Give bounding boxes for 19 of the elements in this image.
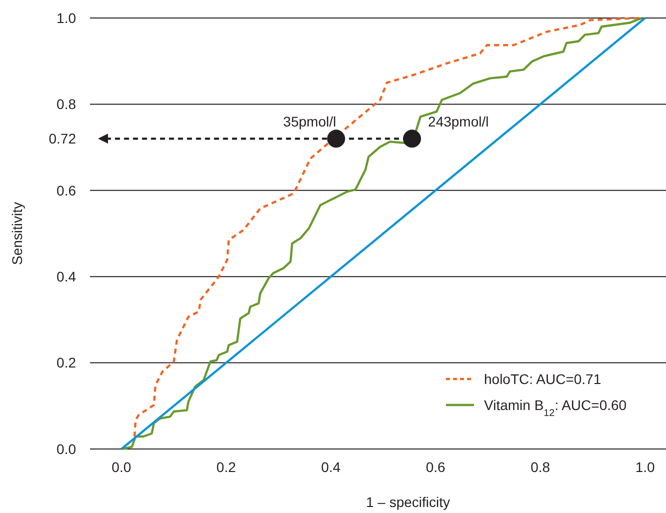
y-tick-label: 0.0 [56, 440, 76, 457]
x-tick-label: 1.0 [635, 459, 655, 475]
x-tick-label: 0.4 [321, 459, 341, 475]
y-tick-label: 0.2 [56, 354, 76, 371]
x-axis-title: 1 – specificity [366, 494, 450, 510]
y-axis-title: Sensitivity [9, 202, 25, 266]
annotation: 243pmol/l [428, 114, 489, 130]
y-tick-label: 0.4 [56, 268, 76, 284]
x-tick-label: 0.6 [426, 459, 446, 475]
x-tick-label: 0.2 [216, 459, 236, 475]
x-tick-label: 0.8 [530, 459, 550, 475]
legend-label: Vitamin B$_{12}$: AUC=0.60 [484, 396, 627, 418]
legend-label: holoTC: AUC=0.71 [484, 370, 602, 387]
annotation: 35pmol/l [283, 114, 336, 130]
ref-line-label: 0.72 [48, 130, 76, 147]
x-tick-label: 0.0 [112, 459, 132, 475]
y-tick-label: 0.8 [56, 96, 76, 112]
y-tick-label: 1.0 [56, 10, 76, 26]
y-tick-label: 0.6 [56, 182, 76, 198]
